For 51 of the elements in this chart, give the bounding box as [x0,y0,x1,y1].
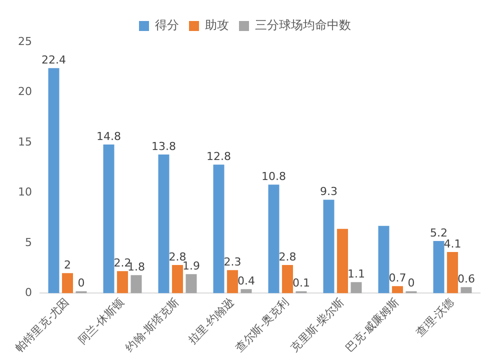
data-label: 2 [64,258,71,272]
data-label: 0.6 [458,272,475,286]
bar [186,274,197,294]
data-label: 14.8 [96,130,121,143]
data-label: 13.8 [152,140,176,153]
data-label: 12.8 [206,150,231,163]
data-label: 2.3 [224,255,242,268]
data-label: 0 [408,276,415,290]
bar [433,240,444,294]
data-label: 0 [78,276,85,290]
bar [117,271,128,294]
bar [48,68,60,294]
bar [62,273,73,294]
data-label: 22.4 [41,53,66,66]
legend-label: 得分 [155,18,179,32]
y-tick-label: 15 [18,135,32,148]
bar [103,144,114,294]
y-tick-label: 20 [18,85,32,98]
legend-label: 三分球场均命中数 [255,18,351,32]
bar [460,287,472,294]
bar [392,286,403,294]
y-tick-label: 25 [18,34,32,48]
data-label: 5.2 [430,226,448,240]
y-tick-label: 10 [18,186,32,199]
data-label: 9.3 [320,185,338,198]
bar [130,275,142,294]
bar [350,282,362,294]
bar [213,164,224,294]
bar [323,200,334,294]
bar [158,154,170,294]
x-tick-label: 查理-沃德 [414,296,457,339]
data-label: 4.1 [444,237,462,250]
data-label: 1.1 [348,267,365,280]
bar [172,265,183,294]
data-label: 10.8 [262,170,286,184]
bar [240,289,252,294]
data-label: 0.7 [388,272,406,285]
data-label: 2.8 [278,250,296,264]
data-label: 2.2 [114,256,132,270]
data-label: 1.9 [182,259,200,272]
bar [378,226,390,294]
data-label: 0.4 [238,274,255,288]
x-tick-label: 巴克-威廉姆斯 [342,296,402,354]
y-tick-label: 5 [24,236,32,249]
bar [227,270,238,294]
bar [282,265,293,294]
bar [337,228,348,294]
data-label: 0.1 [292,276,310,290]
bar [268,184,280,294]
bar [447,252,458,294]
legend-label: 助攻 [205,18,229,32]
